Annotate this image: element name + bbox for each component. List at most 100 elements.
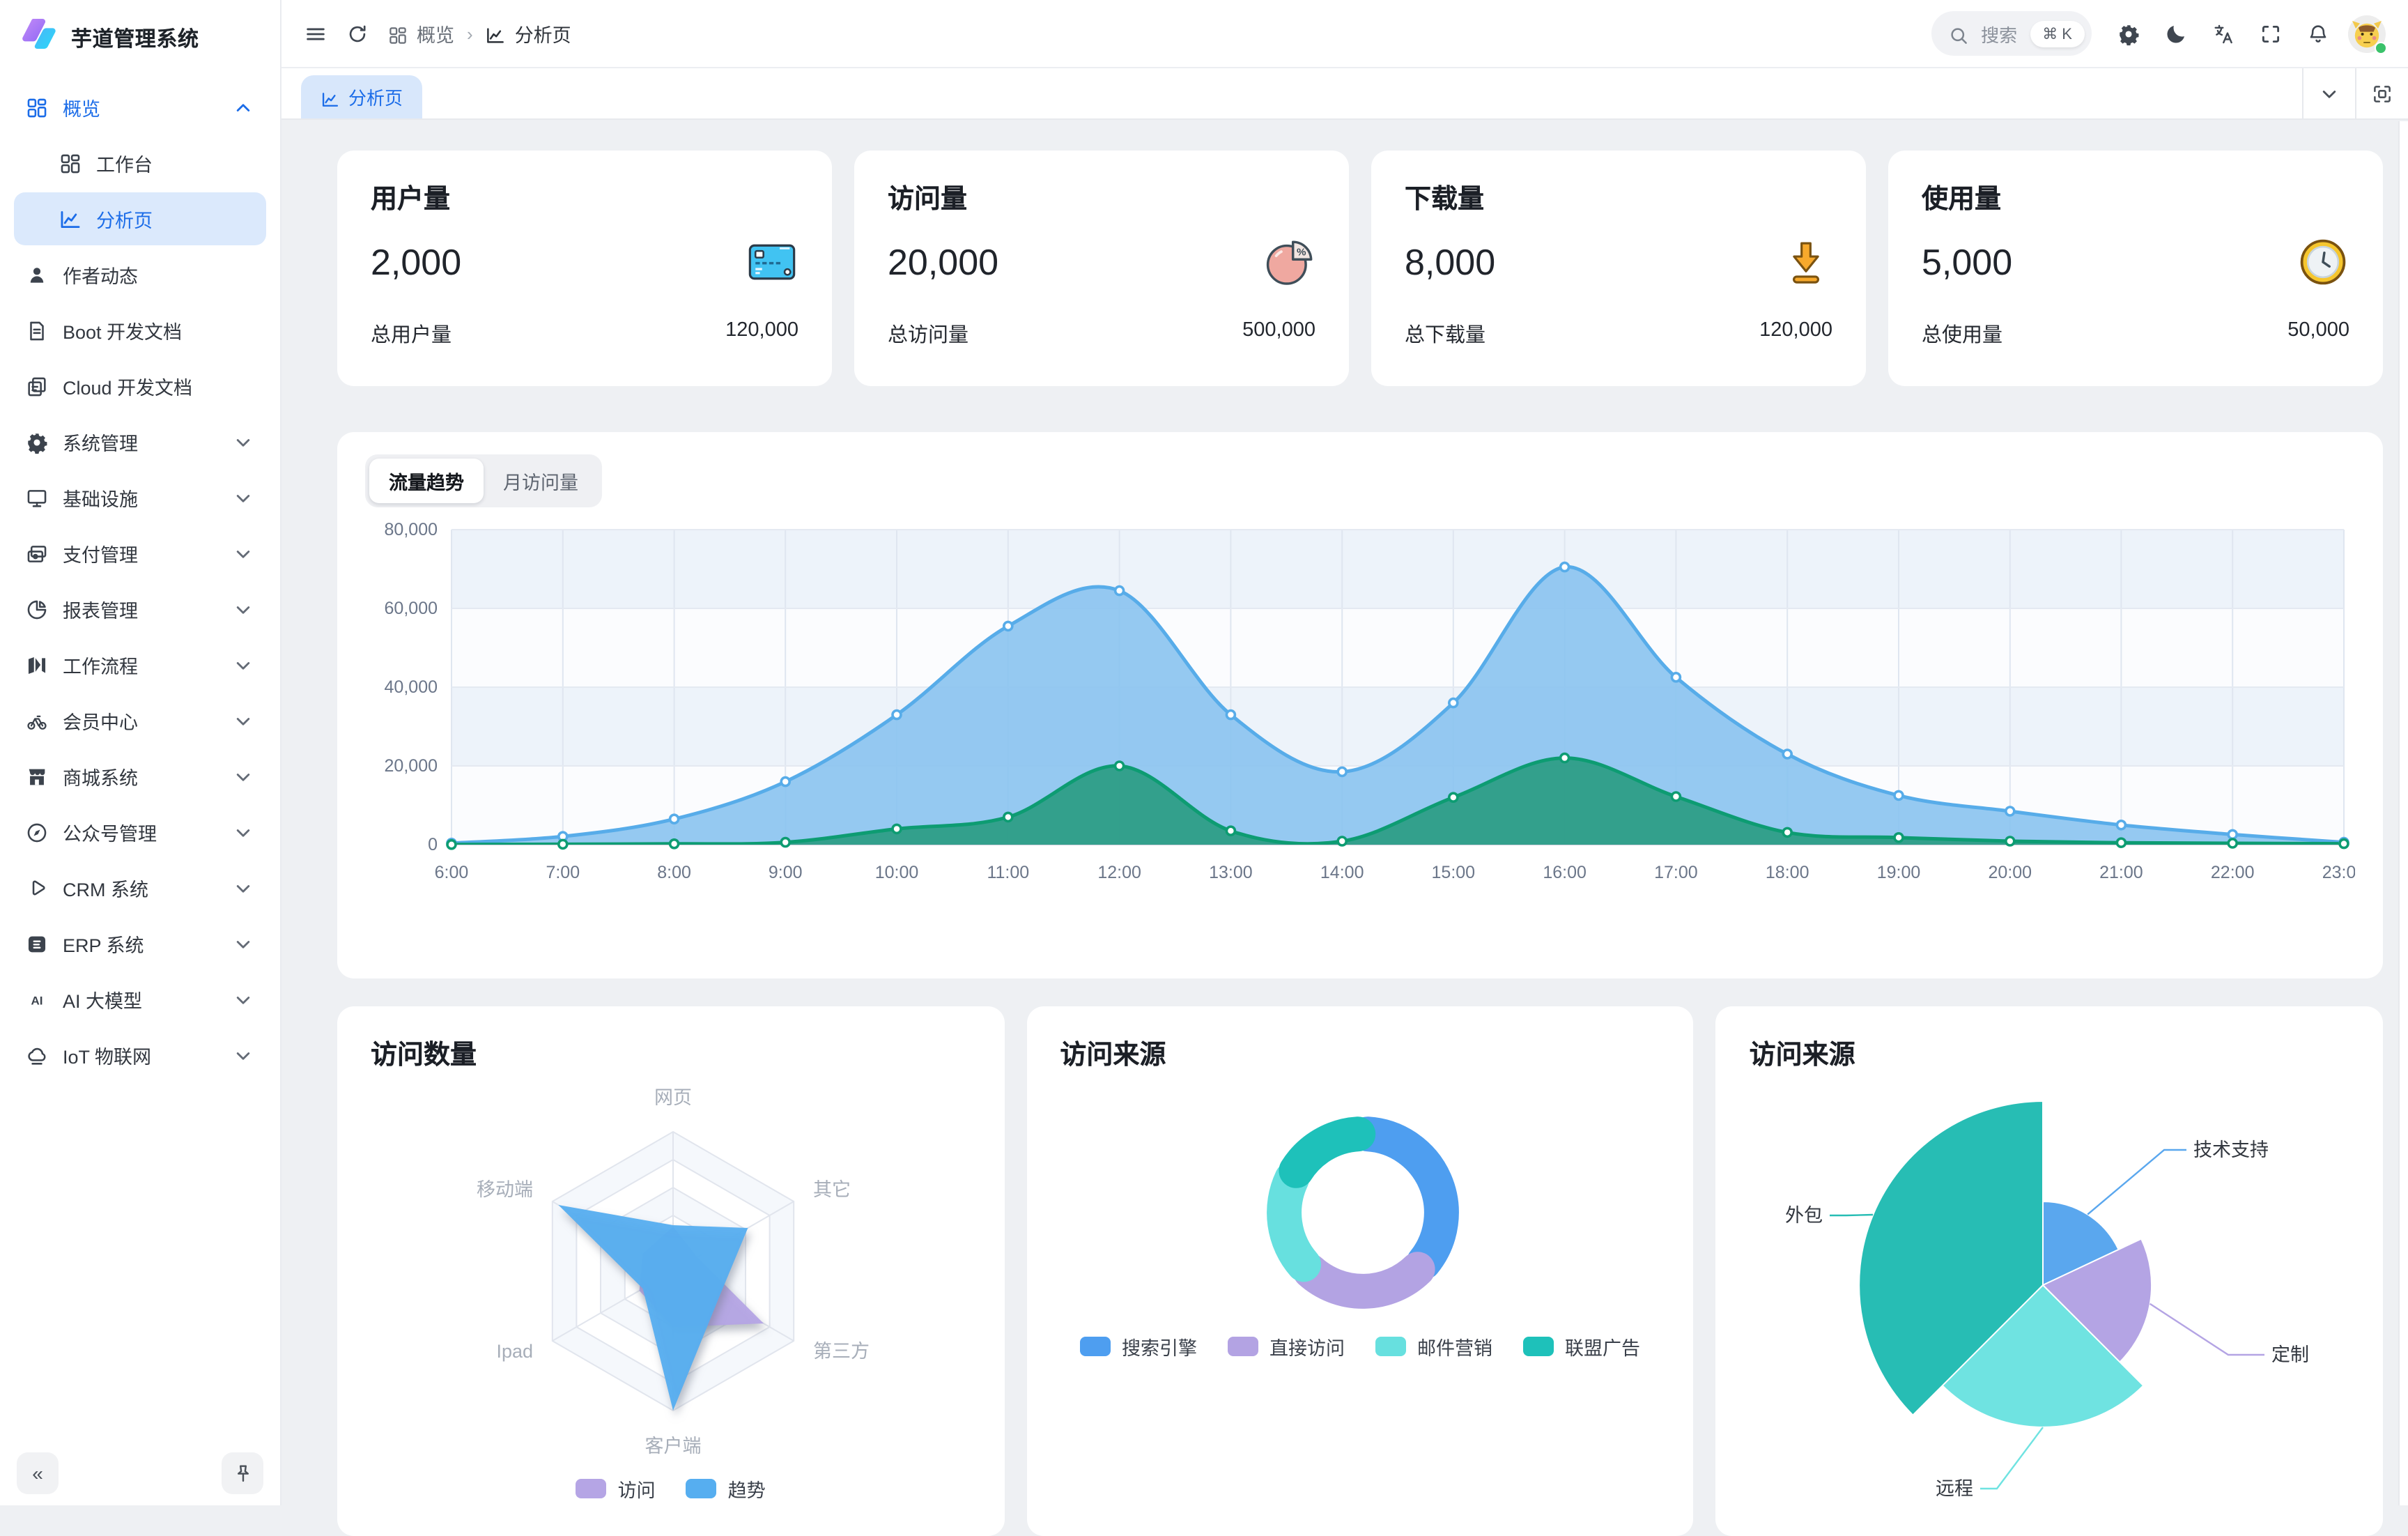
pie-icon	[25, 597, 49, 621]
tab-monthly-visits[interactable]: 月访问量	[503, 473, 578, 493]
stat-card-3: 使用量 5,000 总使用量 50,000	[1888, 151, 2383, 386]
svg-text:20,000: 20,000	[385, 756, 438, 776]
chevron-up-icon	[231, 95, 255, 119]
pin-sidebar-button[interactable]	[222, 1452, 263, 1494]
legend-chip	[1522, 1337, 1554, 1356]
sidebar-item-16[interactable]: AI AI 大模型	[14, 973, 266, 1026]
sidebar-item-9[interactable]: 报表管理	[14, 583, 266, 636]
svg-text:16:00: 16:00	[1543, 863, 1587, 882]
radar-card: 访问数量 网页 其它 第三方 客户端 Ipad 移动端 访问 趋势	[337, 1006, 1005, 1536]
moon-icon[interactable]	[2164, 22, 2188, 45]
bottom-cards: 访问数量 网页 其它 第三方 客户端 Ipad 移动端 访问 趋势 访问来源 搜索引擎 直接访…	[337, 1006, 2383, 1536]
tab-traffic-trend[interactable]: 流量趋势	[369, 459, 484, 503]
sidebar-item-5[interactable]: Cloud 开发文档	[14, 360, 266, 413]
donut-card: 访问来源 搜索引擎 直接访问 邮件营销 联盟广告	[1026, 1006, 1694, 1536]
sidebar-item-17[interactable]: IoT 物联网	[14, 1029, 266, 1082]
legend-item[interactable]: 邮件营销	[1375, 1333, 1492, 1360]
svg-text:7:00: 7:00	[546, 863, 580, 882]
stat-title: 使用量	[1922, 185, 2002, 215]
chevron-down-icon	[231, 486, 255, 509]
sidebar-item-label: AI 大模型	[63, 991, 143, 1012]
sidebar-item-13[interactable]: 公众号管理	[14, 806, 266, 859]
svg-text:20:00: 20:00	[1989, 863, 2032, 882]
tab-controls	[2302, 68, 2408, 118]
legend-item[interactable]: 直接访问	[1227, 1333, 1345, 1360]
svg-text:移动端: 移动端	[477, 1179, 533, 1200]
scrollbar[interactable]	[2398, 121, 2408, 1505]
collapse-sidebar-button[interactable]: «	[17, 1452, 59, 1494]
tab-list-dropdown-button[interactable]	[2302, 68, 2355, 118]
pie-percent-icon: %	[1263, 236, 1315, 289]
legend-item[interactable]: 联盟广告	[1522, 1333, 1640, 1360]
hamburger-menu-icon[interactable]	[304, 22, 327, 45]
legend-chip	[1079, 1337, 1111, 1356]
radar-legend: 访问 趋势	[337, 1475, 1004, 1503]
sidebar-item-label: 概览	[63, 99, 100, 120]
iot-icon	[25, 1043, 49, 1067]
sidebar-item-label: 报表管理	[63, 601, 138, 622]
stat-value: 2,000	[371, 240, 462, 282]
sidebar-item-label: 会员中心	[63, 712, 138, 733]
settings-icon[interactable]	[2117, 22, 2140, 45]
breadcrumb-overview[interactable]: 概览	[387, 20, 454, 47]
user-icon	[25, 263, 49, 286]
compass-icon	[25, 820, 49, 844]
refresh-icon[interactable]	[346, 22, 369, 45]
sidebar-item-label: 系统管理	[63, 433, 138, 454]
sidebar-item-12[interactable]: 商城系统	[14, 750, 266, 803]
monitor-icon	[25, 486, 49, 509]
svg-text:%: %	[1297, 247, 1306, 259]
sidebar-item-label: 商城系统	[63, 768, 138, 789]
avatar[interactable]	[2348, 15, 2387, 54]
sidebar-item-4[interactable]: Boot 开发文档	[14, 304, 266, 357]
crm-icon	[25, 876, 49, 900]
sidebar-item-8[interactable]: 支付管理	[14, 527, 266, 580]
sidebar-item-3[interactable]: 作者动态	[14, 248, 266, 301]
header-actions	[2117, 22, 2330, 45]
maximize-content-button[interactable]	[2355, 68, 2408, 118]
legend-chip	[686, 1479, 717, 1498]
svg-text:技术支持: 技术支持	[2194, 1139, 2269, 1160]
sidebar-item-label: Cloud 开发文档	[63, 378, 193, 399]
radar-chart: 网页 其它 第三方 客户端 Ipad 移动端	[337, 1006, 1004, 1536]
sidebar-item-1[interactable]: 工作台	[14, 137, 266, 190]
sidebar-item-11[interactable]: 会员中心	[14, 694, 266, 747]
svg-text:19:00: 19:00	[1877, 863, 1921, 882]
logo[interactable]: 芋道管理系统	[0, 0, 280, 75]
svg-text:17:00: 17:00	[1654, 863, 1698, 882]
sidebar-item-0[interactable]: 概览	[14, 81, 266, 134]
breadcrumb-analysis[interactable]: 分析页	[486, 20, 571, 47]
fullscreen-icon[interactable]	[2259, 22, 2283, 45]
stat-total-label: 总使用量	[1922, 325, 2002, 347]
bell-icon[interactable]	[2306, 22, 2330, 45]
search-input[interactable]: 搜索 ⌘ K	[1931, 11, 2092, 56]
svg-text:15:00: 15:00	[1432, 863, 1476, 882]
tab-analysis[interactable]: 分析页	[301, 75, 423, 118]
sidebar-item-label: CRM 系统	[63, 880, 148, 900]
stat-total-value: 120,000	[1759, 319, 1832, 341]
svg-text:第三方: 第三方	[813, 1341, 870, 1362]
stat-card-1: 访问量 20,000% 总访问量 500,000	[854, 151, 1349, 386]
flow-icon	[25, 653, 49, 677]
stat-value: 5,000	[1922, 240, 2013, 282]
chevron-down-icon	[231, 765, 255, 788]
sidebar-item-2[interactable]: 分析页	[14, 192, 266, 245]
sidebar-item-15[interactable]: ERP 系统	[14, 917, 266, 970]
stat-total-value: 50,000	[2287, 319, 2349, 341]
legend-item[interactable]: 趋势	[686, 1475, 766, 1503]
chevron-down-icon	[231, 1043, 255, 1067]
sidebar-item-7[interactable]: 基础设施	[14, 471, 266, 524]
erp-icon	[25, 932, 49, 955]
language-icon[interactable]	[2212, 22, 2235, 45]
svg-text:23:00: 23:00	[2322, 863, 2355, 882]
legend-item[interactable]: 搜索引擎	[1079, 1333, 1197, 1360]
grid-icon	[25, 95, 49, 119]
sidebar-item-10[interactable]: 工作流程	[14, 638, 266, 691]
sidebar-item-6[interactable]: 系统管理	[14, 415, 266, 468]
svg-text:客户端: 客户端	[645, 1436, 702, 1457]
stat-title: 下载量	[1405, 185, 1485, 215]
chevron-down-icon	[231, 820, 255, 844]
legend-item[interactable]: 访问	[576, 1475, 656, 1503]
sidebar-item-14[interactable]: CRM 系统	[14, 861, 266, 914]
payment-icon	[25, 542, 49, 565]
